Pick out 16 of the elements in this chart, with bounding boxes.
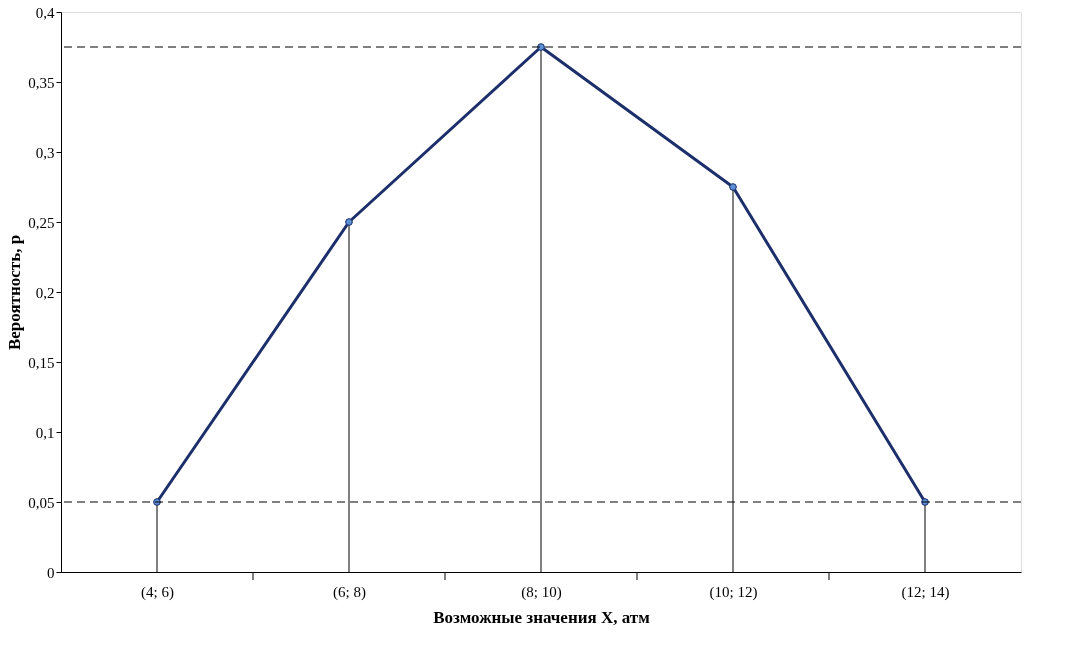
y-tick-label: 0,3 (35, 144, 55, 161)
y-tick-label: 0,35 (28, 74, 55, 91)
y-tick-label: 0,4 (35, 4, 55, 21)
y-axis-title: Вероятность, p (5, 234, 25, 351)
y-tick-label: 0 (47, 564, 55, 581)
y-tick-label: 0,15 (28, 354, 55, 371)
x-tick-label: (8; 10) (521, 583, 562, 601)
x-tick-label: (6; 8) (333, 583, 366, 601)
x-tick-label: (10; 12) (709, 583, 758, 601)
y-tick-label: 0,05 (28, 494, 55, 511)
x-axis-title: Возможные значения X, атм (433, 607, 651, 627)
y-tick-label: 0,2 (35, 284, 55, 301)
x-tick-label: (4; 6) (141, 583, 174, 601)
y-tick-label: 0,25 (28, 214, 55, 231)
x-tick-label: (12; 14) (901, 583, 950, 601)
y-tick-label: 0,1 (35, 424, 55, 441)
